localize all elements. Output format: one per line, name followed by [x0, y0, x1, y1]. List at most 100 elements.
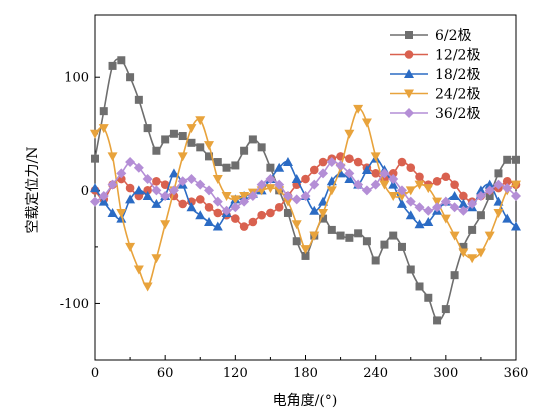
series-2-point-19: [257, 210, 266, 220]
series-2-point-25: [309, 165, 319, 175]
series-5-point-10: [177, 176, 188, 187]
series-3-point-1: [98, 196, 109, 206]
y-tick-label-0: 0: [81, 184, 89, 199]
legend-marker-5: [404, 108, 414, 118]
series-5-point-38: [423, 205, 434, 216]
series-layer: [90, 56, 521, 325]
series-4-point-42: [458, 248, 469, 258]
series-3-point-44: [475, 185, 486, 195]
series-3-point-31: [361, 164, 372, 174]
series-4-point-0: [90, 129, 100, 139]
series-1-point-38: [424, 293, 433, 302]
series-5-point-30: [353, 179, 364, 190]
series-3-point-21: [274, 162, 285, 172]
series-4-point-1: [98, 124, 109, 134]
series-5-point-12: [195, 179, 206, 190]
legend-marker-1: [405, 31, 413, 39]
series-1-point-17: [240, 146, 249, 155]
series-5-point-24: [300, 190, 311, 201]
series-3-point-37: [414, 219, 425, 229]
legend: 6/2极 12/2极 18/2极 24/2极 36/2极: [390, 28, 480, 122]
series-3-point-22: [282, 157, 293, 167]
series-1-point-34: [389, 231, 398, 240]
series-1: [91, 56, 520, 325]
series-2-point-4: [125, 183, 135, 193]
series-4-point-6: [142, 282, 153, 292]
series-4-point-3: [116, 208, 127, 218]
series-4-point-37: [414, 180, 425, 190]
series-4-point-32: [370, 152, 381, 162]
series-5-point-37: [414, 202, 425, 213]
series-1-point-13: [205, 152, 214, 161]
legend-label-3: 18/2极: [435, 67, 480, 83]
series-1-point-42: [459, 242, 468, 251]
legend-label-1: 6/2极: [435, 28, 472, 44]
series-3-point-14: [212, 221, 223, 231]
series-3-point-47: [502, 213, 513, 223]
series-5-point-6: [142, 174, 153, 185]
series-3-point-34: [388, 179, 399, 189]
series-5-point-0: [90, 196, 100, 207]
series-2-point-12: [195, 195, 205, 204]
series-5-point-7: [151, 185, 162, 196]
series-3-point-42: [458, 198, 469, 208]
series-5-point-43: [467, 198, 478, 209]
series-4-point-33: [379, 180, 390, 190]
series-5-point-1: [98, 190, 109, 201]
series-2-point-8: [160, 180, 170, 189]
series-1-point-26: [319, 214, 328, 223]
series-2-point-47: [502, 176, 512, 186]
series-2-point-18: [248, 217, 258, 227]
series-2-point-36: [406, 163, 416, 173]
series-1-point-44: [476, 211, 485, 220]
series-4-point-39: [432, 197, 443, 207]
series-1-point-22: [283, 208, 292, 217]
series-3-point-36: [405, 210, 416, 220]
x-tick-label-60: 60: [157, 366, 174, 381]
series-3-point-7: [151, 198, 162, 208]
series-2-point-16: [231, 214, 240, 223]
series-2-point-32: [371, 169, 380, 178]
series-2-point-30: [353, 157, 363, 167]
series-5-point-11: [186, 174, 197, 185]
series-4-point-4: [125, 242, 136, 252]
series-3-point-48: [511, 221, 521, 231]
series-1-point-1: [99, 107, 108, 116]
series-5-point-29: [344, 168, 355, 179]
series-1-point-45: [485, 191, 494, 200]
series-2-point-14: [213, 208, 223, 218]
series-1-point-43: [468, 225, 477, 234]
series-1-point-31: [362, 237, 371, 246]
series-5-point-36: [405, 196, 416, 207]
legend-marker-3: [404, 69, 414, 78]
x-tick-label-0: 0: [91, 366, 99, 381]
series-4-point-34: [388, 191, 399, 201]
legend-item-2: 12/2极: [390, 48, 480, 64]
series-1-point-32: [371, 256, 380, 265]
series-1-point-33: [380, 240, 389, 249]
series-4-point-10: [177, 152, 188, 162]
series-4-point-5: [133, 265, 144, 275]
series-1-point-3: [117, 56, 126, 65]
series-3-point-9: [168, 168, 179, 178]
series-1-point-47: [503, 155, 512, 164]
series-4-point-44: [475, 248, 486, 258]
series-1-point-14: [213, 158, 222, 167]
series-2-point-24: [301, 174, 310, 184]
y-tick-label--100: -100: [60, 297, 89, 312]
series-5-point-17: [239, 196, 250, 207]
series-3-point-3: [116, 213, 127, 223]
x-tick-label-300: 300: [433, 366, 458, 381]
series-3-point-12: [195, 210, 206, 220]
series-2-point-34: [388, 169, 398, 178]
series-1-point-5: [134, 95, 143, 104]
series-2: [90, 152, 521, 231]
series-4-point-26: [318, 208, 329, 218]
series-2-point-7: [152, 176, 161, 186]
series-4-point-25: [309, 231, 320, 241]
series-5-point-44: [475, 190, 486, 201]
series-1-point-7: [152, 146, 161, 155]
series-1-point-37: [415, 282, 424, 291]
series-4-point-29: [344, 129, 355, 139]
series-4-point-15: [221, 191, 232, 201]
